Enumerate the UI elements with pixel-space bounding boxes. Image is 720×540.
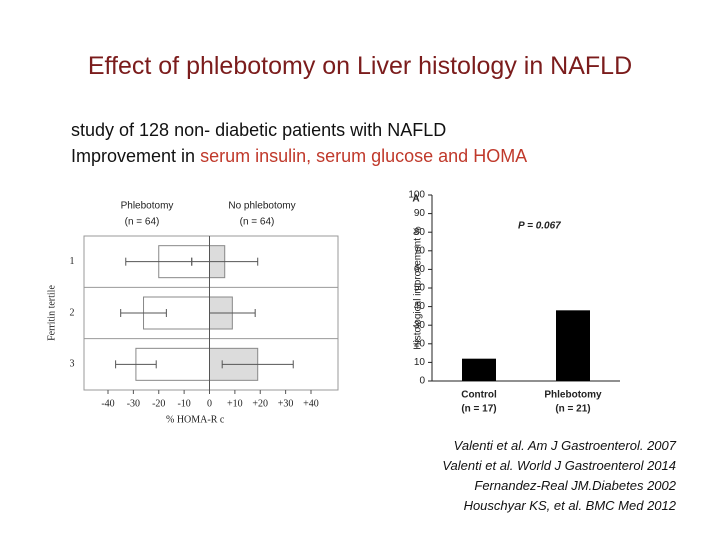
y-tick-label: 80 [414,227,426,238]
reference: Valenti et al. Am J Gastroenterol. 2007 [453,438,676,453]
panel-label: A [412,194,419,205]
x-tick-label: -10 [177,398,190,409]
bullet-text: Improvement in [71,146,196,166]
bullet: study of 128 non- diabetic patients with… [71,120,447,140]
legend-label: Phlebotomy [121,201,174,212]
y-tick-label: 3 [70,359,75,370]
bullet: Improvement in serum insulin, serum gluco… [71,146,527,167]
x-tick-label: -20 [152,398,165,409]
x-tick-label: -40 [101,398,114,409]
y-tick-label: 100 [408,190,425,201]
annotation: P = 0.067 [518,221,561,232]
legend-note: (n = 64) [125,217,160,228]
y-tick-label: 20 [414,338,426,349]
x-tick-label: -30 [127,398,140,409]
y-tick-label: 50 [414,283,426,294]
y-tick-label: 2 [70,307,75,318]
reference: Valenti et al. World J Gastroenterol 201… [442,458,676,473]
y-axis-label: Ferritin tertile [46,285,57,341]
y-tick-label: 70 [414,245,426,256]
y-tick-label: 60 [414,264,426,275]
y-tick-label: 30 [414,320,426,331]
y-tick-label: 0 [419,376,425,387]
reference: Fernandez-Real JM.Diabetes 2002 [474,478,676,493]
bar [556,310,590,381]
x-tick-label: 0 [207,398,212,409]
x-tick-label: +30 [278,398,294,409]
slide-title: Effect of phlebotomy on Liver histology … [87,52,633,80]
y-axis-label: Histological improvement % [413,226,424,349]
x-tick-label: Control [461,390,497,401]
y-tick-label: 90 [414,208,426,219]
bullet-highlight: serum insulin, serum glucose and HOMA [200,146,528,166]
legend-label: No phlebotomy [228,201,295,212]
references: Valenti et al. Am J Gastroenterol. 2007 … [442,436,676,516]
x-tick-note: (n = 21) [555,404,590,415]
x-tick-label: Phlebotomy [544,390,602,401]
y-tick-label: 40 [414,301,426,312]
legend-note: (n = 64) [240,217,275,228]
plot-frame [83,235,339,391]
x-axis-label: % HOMA-R c [166,414,225,425]
x-tick-label: +40 [303,398,319,409]
y-tick-label: 10 [414,357,426,368]
y-tick-label: 1 [70,256,75,267]
bar [462,358,496,381]
x-tick-note: (n = 17) [461,404,496,415]
reference: Houschyar KS, et al. BMC Med 2012 [463,498,676,513]
x-tick-label: +20 [252,398,268,409]
x-tick-label: +10 [227,398,243,409]
